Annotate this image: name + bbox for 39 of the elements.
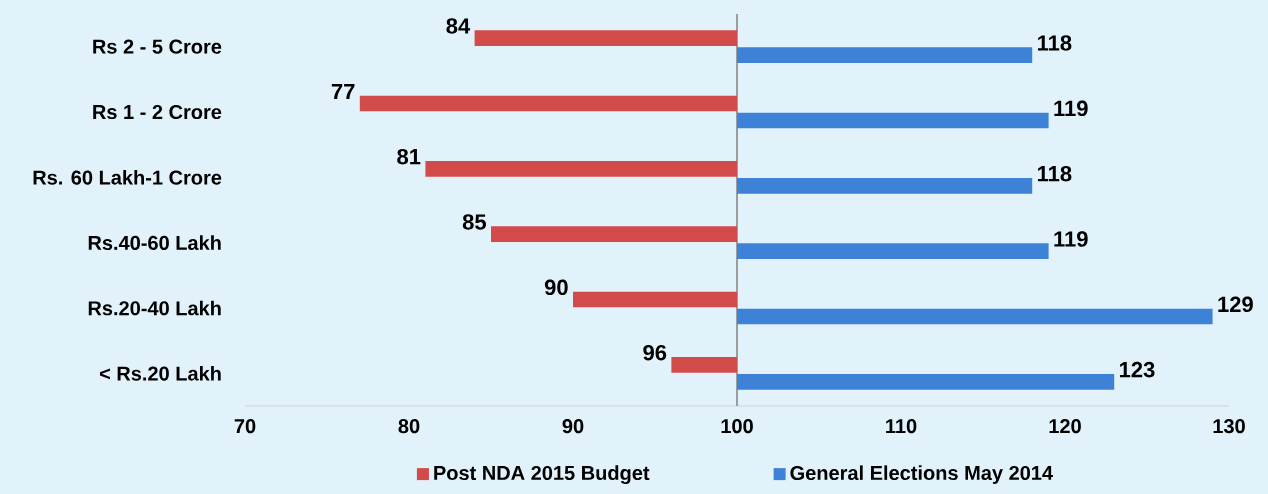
data-label: 96 bbox=[643, 344, 667, 361]
legend-label: Post NDA 2015 Budget bbox=[434, 465, 650, 485]
y-tick-label: Rs 2 - 5 Crore bbox=[93, 39, 222, 54]
y-tick-label: Rs. 60 Lakh-1 Crore bbox=[33, 170, 222, 185]
data-label: 90 bbox=[544, 279, 568, 296]
data-label: 84 bbox=[446, 18, 471, 34]
data-label: 119 bbox=[1054, 231, 1088, 247]
x-tick-label: 70 bbox=[234, 419, 256, 434]
bar bbox=[737, 112, 1049, 129]
bar bbox=[737, 308, 1213, 325]
bar bbox=[737, 373, 1115, 390]
x-tick-label: 80 bbox=[398, 419, 420, 434]
bar bbox=[491, 226, 737, 243]
bar bbox=[474, 30, 737, 47]
bar bbox=[737, 243, 1049, 259]
x-tick-label: 100 bbox=[721, 419, 753, 434]
bar bbox=[737, 177, 1033, 194]
data-label: 85 bbox=[462, 214, 486, 230]
bar bbox=[573, 291, 737, 308]
data-label: 81 bbox=[397, 148, 421, 165]
y-tick-label: Rs.40-60 Lakh bbox=[88, 235, 221, 251]
bar bbox=[425, 161, 737, 177]
data-label: 119 bbox=[1054, 100, 1088, 117]
x-tick-label: 130 bbox=[1213, 419, 1245, 434]
x-tick-label: 110 bbox=[886, 419, 917, 434]
legend-label: General Elections May 2014 bbox=[790, 465, 1053, 484]
data-label: 77 bbox=[331, 83, 355, 100]
data-label: 118 bbox=[1037, 165, 1072, 182]
bar bbox=[737, 47, 1033, 64]
x-tick-label: 120 bbox=[1049, 419, 1081, 434]
y-tick-label: Rs.20-40 Lakh bbox=[88, 300, 221, 316]
bar bbox=[671, 357, 737, 373]
x-tick-label: 90 bbox=[562, 419, 584, 434]
y-tick-label: < Rs.20 Lakh bbox=[99, 365, 221, 381]
bar bbox=[359, 95, 737, 112]
data-label: 118 bbox=[1037, 35, 1072, 51]
data-label: 123 bbox=[1119, 361, 1155, 378]
y-tick-label: Rs 1 - 2 Crore bbox=[93, 104, 222, 120]
data-label: 129 bbox=[1218, 296, 1253, 313]
